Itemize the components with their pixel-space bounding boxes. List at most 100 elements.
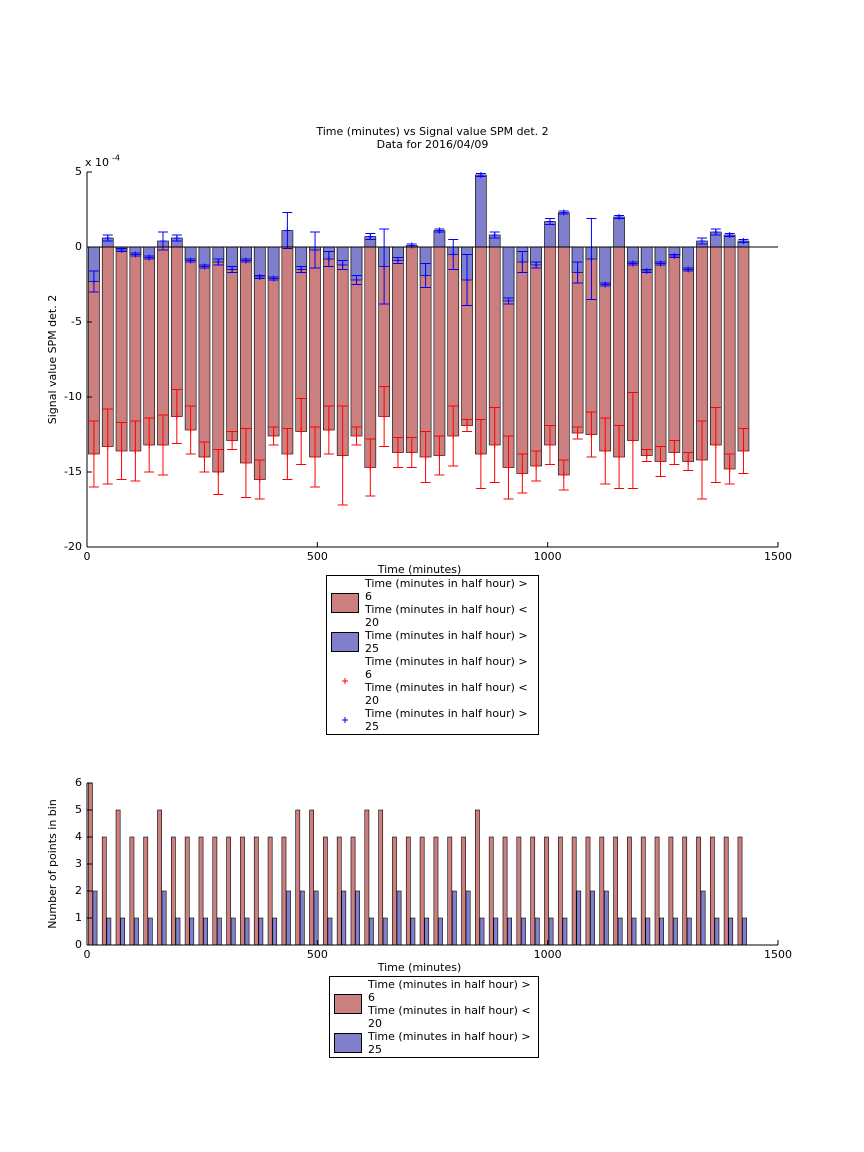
bar [281, 836, 287, 946]
bar [617, 917, 623, 946]
bar [438, 917, 443, 946]
bar [309, 809, 314, 946]
bar [369, 917, 374, 946]
legend-swatch [334, 1033, 362, 1053]
legend-swatch [334, 994, 362, 1014]
bar [447, 836, 453, 946]
y-multiplier: x 10 [85, 156, 109, 169]
y-multiplier-exponent: -4 [112, 154, 120, 163]
bar [106, 917, 112, 946]
y-tick-label: 6 [75, 776, 82, 789]
x-tick-label: 0 [84, 948, 91, 961]
bar [682, 246, 694, 462]
bar [475, 174, 487, 248]
bar [640, 836, 646, 946]
bar [603, 890, 609, 946]
bar [682, 836, 688, 946]
y-tick-label: -20 [64, 540, 82, 553]
x-axis-label: Time (minutes) [377, 961, 462, 974]
bar [521, 917, 526, 946]
x-tick-label: 1000 [534, 948, 562, 961]
legend-plus [342, 716, 348, 723]
bar [327, 917, 333, 946]
bar [295, 809, 301, 946]
bar [742, 917, 747, 946]
bar [171, 836, 176, 946]
bar [696, 836, 701, 946]
bar [668, 246, 681, 453]
bar [341, 890, 347, 946]
chart-title: Time (minutes) vs Signal value SPM det. … [315, 125, 548, 138]
bar [350, 836, 356, 946]
bar [728, 917, 734, 946]
bar [147, 917, 153, 946]
bar [613, 836, 618, 946]
legend: Time (minutes in half hour) > 6 Time (mi… [326, 575, 539, 735]
bar [737, 836, 743, 946]
bar [120, 917, 126, 946]
bar [189, 917, 195, 946]
bar [599, 246, 612, 285]
bar [557, 836, 563, 946]
bar [419, 836, 425, 946]
legend-swatch [331, 632, 359, 652]
bar [313, 890, 319, 946]
bar [645, 917, 651, 946]
legend-marker [331, 714, 359, 727]
bar [92, 890, 98, 946]
bar [488, 836, 494, 946]
y-tick-label: 0 [75, 938, 82, 951]
chart-subtitle: Data for 2016/04/09 [377, 138, 489, 151]
y-axis-label: Number of points in bin [46, 799, 59, 929]
bar [267, 836, 273, 946]
bar [230, 917, 236, 946]
x-tick-label: 1500 [764, 948, 792, 961]
bar [562, 917, 568, 946]
y-tick-label: 2 [75, 884, 82, 897]
y-tick-label: 0 [75, 240, 82, 253]
bar [557, 212, 570, 248]
bar [502, 246, 515, 302]
bar [364, 246, 377, 468]
legend-marker [331, 675, 359, 688]
bar [516, 836, 522, 946]
bar [175, 917, 181, 946]
bar [613, 216, 625, 248]
bar [244, 917, 250, 946]
x-tick-label: 500 [307, 550, 328, 563]
y-tick-label: -10 [64, 390, 82, 403]
bar [599, 836, 605, 946]
bar [323, 836, 328, 946]
bar [737, 246, 750, 452]
bar [253, 246, 266, 278]
bar [258, 917, 264, 946]
bar [479, 917, 485, 946]
bar [396, 890, 402, 946]
bar [184, 246, 197, 431]
x-axis-label: Time (minutes) [377, 563, 462, 576]
bar [198, 836, 204, 946]
legend-label: Time (minutes in half hour) > 6 Time (mi… [368, 978, 531, 1030]
bar [544, 836, 549, 946]
legend-label: Time (minutes in half hour) > 6 Time (mi… [365, 577, 528, 629]
y-tick-label: 1 [75, 911, 82, 924]
bar [544, 246, 556, 446]
bar [299, 890, 305, 946]
bar [392, 836, 397, 946]
bar [378, 809, 384, 946]
bar [682, 246, 694, 270]
bar [364, 809, 370, 946]
bar [571, 836, 577, 946]
bar [686, 917, 692, 946]
bar [723, 836, 729, 946]
bar [203, 917, 208, 946]
x-tick-label: 0 [84, 550, 91, 563]
y-tick-label: 4 [75, 830, 82, 843]
bar [272, 917, 278, 946]
bar [309, 246, 321, 458]
legend-label: Time (minutes in half hour) > 25 [365, 629, 528, 655]
bar [530, 836, 536, 946]
bar [101, 836, 107, 946]
legend-entry: Time (minutes in half hour) > 6 Time (mi… [332, 978, 536, 1030]
